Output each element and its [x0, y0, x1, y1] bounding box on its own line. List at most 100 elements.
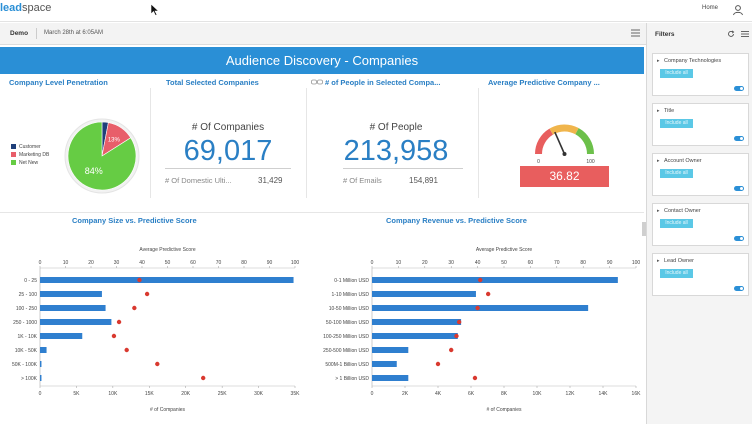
top-tick-label: 40 [139, 260, 145, 266]
bar [40, 375, 42, 381]
link-icon [311, 79, 323, 85]
pie-label: 13% [108, 138, 121, 144]
include-all-chip[interactable]: Include all [660, 219, 693, 228]
category-label: 10-50 Million USD [329, 306, 370, 312]
top-tick-label: 50 [165, 260, 171, 266]
scrollbar-handle[interactable] [642, 222, 646, 236]
top-tick-label: 90 [267, 260, 273, 266]
category-label: 100-250 Million USD [323, 334, 369, 340]
chevron-right-icon[interactable]: ▸ [657, 208, 660, 214]
score-dot [124, 347, 129, 353]
include-all-chip[interactable]: Include all [660, 169, 693, 178]
bar [40, 333, 83, 339]
dashboard-name[interactable]: Demo [10, 30, 29, 37]
dashboard-menu-icon[interactable] [631, 29, 640, 37]
filter-title: Account Owner [664, 158, 702, 164]
score-gauge: 0 100 [535, 124, 595, 164]
gauge-hub [562, 152, 567, 156]
size-chart: Average Predictive Score 0 10 20 30 40 50 60 70 8… [12, 247, 300, 413]
category-label: 0 - 25 [24, 278, 37, 284]
bottom-tick-label: 8K [501, 391, 508, 397]
pie-label: 84% [85, 166, 103, 176]
bottom-tick-label: 5K [73, 391, 80, 397]
gauge-min-label: 0 [537, 159, 540, 164]
chevron-right-icon[interactable]: ▸ [657, 58, 660, 64]
bar [40, 319, 112, 325]
bottom-tick-label: 20K [181, 391, 191, 397]
revenue-chart: Average Predictive Score 0 10 20 30 40 50 60 70 8… [323, 247, 642, 413]
gauge-arc-high [575, 128, 594, 155]
bottom-tick-label: 15K [145, 391, 155, 397]
top-tick-label: 0 [39, 260, 42, 266]
score-dot [137, 277, 142, 283]
filter-contact-owner[interactable]: ▸ Contact Owner Include all [652, 203, 749, 246]
top-tick-label: 60 [190, 260, 196, 266]
filter-toggle[interactable] [734, 186, 744, 191]
gauge-arc-low [535, 128, 554, 155]
top-bar: leadspace Home [0, 0, 752, 22]
filter-toggle[interactable] [734, 86, 744, 91]
top-tick-label: 20 [88, 260, 94, 266]
filter-company-technologies[interactable]: ▸ Company Technologies Include all [652, 53, 749, 96]
companies-value: 69,017 [183, 135, 273, 167]
include-all-chip[interactable]: Include all [660, 119, 693, 128]
home-link[interactable]: Home [701, 5, 718, 11]
category-label: 10K - 50K [15, 348, 38, 354]
category-label: 250-500 Million USD [323, 348, 369, 354]
gauge-max-label: 100 [586, 159, 595, 164]
score-dot [456, 319, 462, 325]
score-dot [435, 361, 441, 367]
include-all-chip[interactable]: Include all [660, 269, 693, 278]
legend-label: Customer [19, 144, 41, 150]
legend-swatch [11, 160, 16, 166]
filter-title: Contact Owner [664, 208, 701, 214]
include-all-chip[interactable]: Include all [660, 69, 693, 78]
bottom-tick-label: 2K [402, 391, 409, 397]
filter-toggle[interactable] [734, 136, 744, 141]
leadspace-logo[interactable]: leadspace [0, 2, 51, 14]
filter-lead-owner[interactable]: ▸ Lead Owner Include all [652, 253, 749, 296]
bar [372, 305, 589, 311]
filter-title-field[interactable]: ▸ Title Include all [652, 103, 749, 146]
bar [372, 361, 397, 367]
people-title: # of People in Selected Compa... [325, 78, 441, 87]
people-value: 213,958 [343, 135, 449, 167]
bottom-tick-label: 4K [435, 391, 442, 397]
divider [0, 212, 644, 213]
penetration-legend: Customer Marketing DB Net New [11, 143, 49, 167]
bottom-tick-label: 16K [632, 391, 642, 397]
score-value: 36.82 [520, 166, 609, 187]
top-tick-label: 100 [291, 260, 300, 266]
filters-menu-icon[interactable] [741, 30, 749, 38]
legend-label: Marketing DB [19, 152, 50, 158]
revenue-chart-title: Company Revenue vs. Predictive Score [386, 216, 527, 225]
top-tick-label: 30 [448, 260, 454, 266]
domestic-value: 31,429 [258, 176, 283, 185]
x-axis-label: # of Companies [150, 407, 186, 413]
top-tick-label: 50 [501, 260, 507, 266]
people-label: # Of People [369, 122, 423, 133]
filter-account-owner[interactable]: ▸ Account Owner Include all [652, 153, 749, 196]
chevron-right-icon[interactable]: ▸ [657, 158, 660, 164]
category-label: 250 - 1000 [13, 320, 37, 326]
filter-toggle[interactable] [734, 236, 744, 241]
chevron-right-icon[interactable]: ▸ [657, 108, 660, 114]
dashboard-banner: Audience Discovery - Companies [0, 47, 644, 74]
x-axis-label: # of Companies [486, 407, 522, 413]
category-label: 1K - 10K [18, 334, 38, 340]
mouse-cursor-icon [150, 4, 160, 16]
top-tick-label: 0 [371, 260, 374, 266]
bottom-tick-label: 10K [108, 391, 118, 397]
legend-item: Marketing DB [11, 151, 49, 159]
filter-title: Title [664, 108, 675, 114]
bottom-tick-label: 25K [218, 391, 228, 397]
chevron-right-icon[interactable]: ▸ [657, 258, 660, 264]
legend-item: Customer [11, 143, 49, 151]
score-dot [132, 305, 137, 311]
penetration-pie-chart: 13% 84% [64, 118, 140, 194]
top-tick-label: 90 [607, 260, 613, 266]
filter-toggle[interactable] [734, 286, 744, 291]
refresh-icon[interactable] [727, 30, 735, 38]
filter-title: Company Technologies [664, 58, 722, 64]
user-icon[interactable] [732, 4, 744, 16]
